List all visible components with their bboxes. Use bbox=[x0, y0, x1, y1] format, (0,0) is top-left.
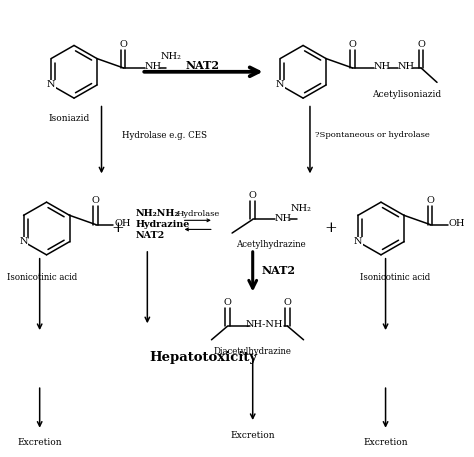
Text: NH: NH bbox=[145, 62, 162, 71]
Text: NH: NH bbox=[374, 62, 391, 71]
Text: Excretion: Excretion bbox=[363, 438, 408, 447]
Text: NH₂: NH₂ bbox=[161, 52, 182, 61]
Text: N: N bbox=[47, 80, 55, 90]
Text: O: O bbox=[417, 40, 425, 49]
Text: N: N bbox=[276, 80, 284, 90]
Text: N: N bbox=[19, 237, 28, 246]
Text: Excretion: Excretion bbox=[230, 430, 275, 440]
Text: O: O bbox=[119, 40, 127, 49]
Text: Acetylhydrazine: Acetylhydrazine bbox=[236, 240, 306, 249]
Text: Hydrolase e.g. CES: Hydrolase e.g. CES bbox=[122, 131, 207, 140]
Text: NH: NH bbox=[274, 213, 292, 223]
Text: OH: OH bbox=[448, 219, 465, 228]
Text: NH-NH: NH-NH bbox=[246, 320, 283, 329]
Text: OH: OH bbox=[114, 219, 130, 228]
Text: Acetylisoniazid: Acetylisoniazid bbox=[372, 90, 441, 99]
Text: Hydrazine: Hydrazine bbox=[136, 220, 190, 229]
Text: NAT2: NAT2 bbox=[262, 265, 296, 276]
Text: Isoniazid: Isoniazid bbox=[49, 114, 90, 123]
Text: O: O bbox=[348, 40, 356, 49]
Text: NH₂: NH₂ bbox=[291, 203, 312, 213]
Text: Hepatotoxicity: Hepatotoxicity bbox=[150, 351, 258, 364]
Text: NAT2: NAT2 bbox=[136, 231, 165, 240]
Text: O: O bbox=[426, 197, 434, 206]
Text: O: O bbox=[224, 298, 231, 307]
Text: NH₂NH₂: NH₂NH₂ bbox=[136, 209, 179, 218]
Text: Hydrolase: Hydrolase bbox=[176, 210, 219, 218]
Text: Excretion: Excretion bbox=[18, 438, 62, 447]
Text: O: O bbox=[92, 197, 100, 206]
Text: ?Spontaneous or hydrolase: ?Spontaneous or hydrolase bbox=[315, 131, 429, 139]
Text: Isonicotinic acid: Isonicotinic acid bbox=[360, 273, 430, 282]
Text: NAT2: NAT2 bbox=[185, 60, 219, 71]
Text: O: O bbox=[249, 191, 256, 200]
Text: Diacetylhydrazine: Diacetylhydrazine bbox=[214, 347, 292, 356]
Text: NH: NH bbox=[398, 62, 415, 71]
Text: Isonicotinic acid: Isonicotinic acid bbox=[7, 273, 77, 282]
Text: N: N bbox=[354, 237, 362, 246]
Text: +: + bbox=[324, 222, 337, 235]
Text: +: + bbox=[111, 222, 124, 235]
Text: O: O bbox=[283, 298, 292, 307]
